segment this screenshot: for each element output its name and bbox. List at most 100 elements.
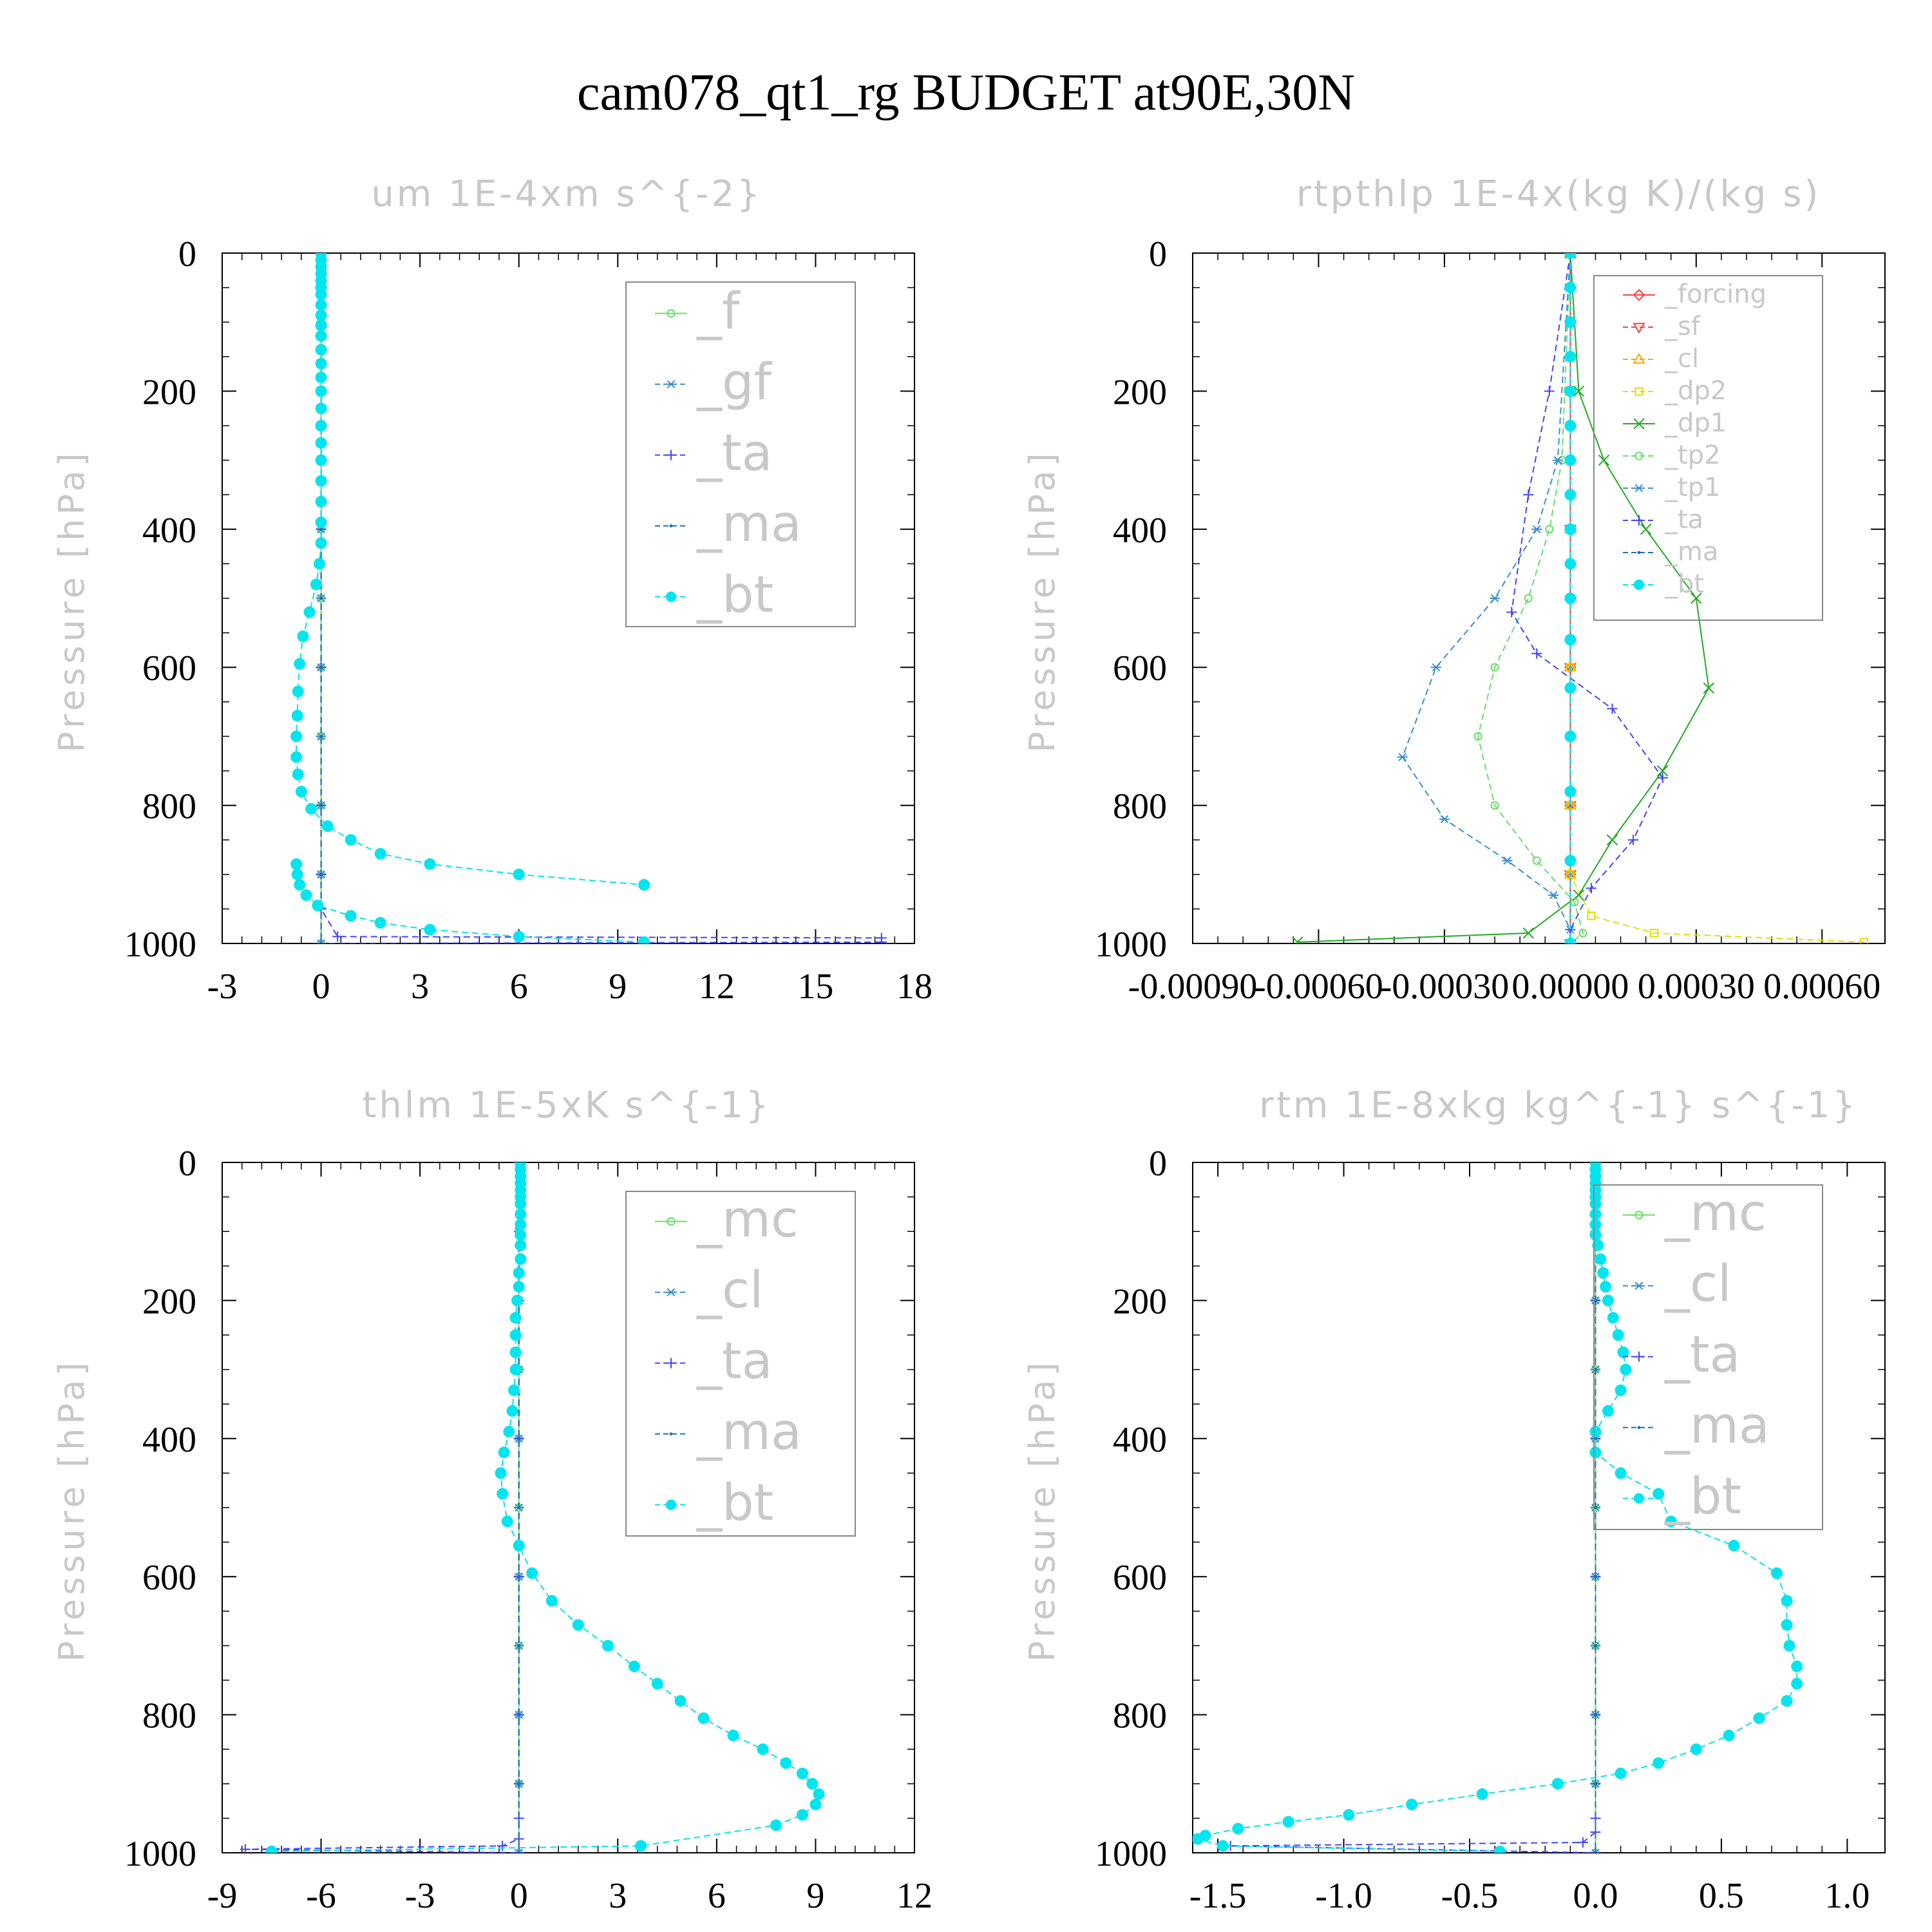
- data-point-bt: [511, 1294, 524, 1307]
- data-point-bt: [315, 309, 327, 321]
- data-point-bt: [1564, 634, 1577, 646]
- legend-marker: [1633, 1493, 1645, 1504]
- legend-marker: [1633, 579, 1645, 591]
- legend-marker: [665, 591, 677, 602]
- legend-marker: [667, 1217, 676, 1226]
- y-tick-label: 0: [178, 1144, 196, 1184]
- legend: _mc _cl _ta _ma _bt: [625, 1191, 856, 1537]
- legend-entry: _ta: [1664, 505, 1703, 535]
- legend: _mc _cl _ta _ma _bt: [1593, 1184, 1823, 1530]
- series-group: [240, 1162, 825, 1853]
- data-point-tp1: [1430, 663, 1441, 672]
- data-point-bt: [310, 578, 322, 591]
- data-point-bt: [572, 1619, 584, 1631]
- data-point-ma: [319, 735, 323, 738]
- legend-marker: [1633, 323, 1645, 334]
- data-point-dp1: [1703, 682, 1715, 694]
- legend-entry: _bt: [696, 566, 773, 624]
- series-line-extra: [296, 864, 645, 943]
- data-point-bt: [1589, 1218, 1602, 1231]
- legend-entry: _ta: [1664, 1326, 1740, 1384]
- data-point-bt: [509, 1363, 522, 1376]
- data-point-dp1: [1598, 454, 1610, 466]
- data-point-ma: [319, 596, 323, 600]
- x-tick-label: -3: [405, 1876, 435, 1916]
- legend-marker: [1634, 451, 1643, 460]
- figure-title: cam078_qt1_rg BUDGET at90E,30N: [577, 64, 1355, 121]
- legend-box: [625, 1191, 856, 1537]
- data-point-bt: [509, 1346, 522, 1358]
- data-point-bt: [1564, 350, 1577, 363]
- data-point-cl: [513, 1848, 524, 1853]
- legend-entry: _bt: [1664, 569, 1704, 599]
- data-point-dp1: [1522, 927, 1534, 939]
- data-point-bt: [545, 1595, 558, 1607]
- y-axis-label: Pressure [hPa]: [1022, 449, 1063, 752]
- x-tick-label: -1.5: [1189, 1876, 1247, 1916]
- data-point-bt: [1564, 523, 1577, 535]
- data-point-bt: [1620, 1363, 1632, 1376]
- data-point-bt: [1602, 1405, 1614, 1417]
- data-point-bt: [291, 710, 303, 722]
- data-point-bt: [1615, 1767, 1627, 1779]
- data-point-ma: [1594, 1782, 1597, 1786]
- data-point-ta: [332, 931, 343, 942]
- series-group: [1193, 1162, 1803, 1853]
- legend-marker: [1633, 418, 1645, 430]
- series-line-tp1: [1401, 253, 1571, 943]
- data-point-bt: [1589, 1426, 1602, 1438]
- data-point-extra: [291, 868, 303, 880]
- data-point-tp2: [1524, 594, 1533, 603]
- y-tick-label: 1000: [124, 925, 196, 965]
- legend-marker: [666, 450, 676, 460]
- data-point-bt: [1595, 1253, 1607, 1265]
- data-point-bt: [501, 1515, 513, 1528]
- data-point-bt: [628, 1660, 640, 1672]
- x-tick-label: 6: [510, 967, 528, 1007]
- plot-frame: [1192, 252, 1886, 944]
- data-point-bt: [1564, 558, 1577, 570]
- data-point-bt: [497, 1488, 509, 1500]
- data-point-bt: [315, 357, 327, 370]
- y-tick-label: 200: [142, 372, 196, 412]
- data-point-bt: [1665, 1515, 1677, 1528]
- data-point-bt: [1690, 1743, 1702, 1756]
- legend-entry: _ma: [1664, 537, 1718, 567]
- data-point-ta: [876, 936, 887, 943]
- y-axis-label: Pressure [hPa]: [52, 1358, 92, 1662]
- data-point-bt: [1564, 855, 1577, 867]
- data-point-bt: [506, 1405, 518, 1417]
- series-line-ta: [320, 253, 882, 943]
- legend-entry: _bt: [1664, 1468, 1741, 1526]
- data-point-bt: [1781, 1695, 1793, 1707]
- legend-marker: [1633, 353, 1645, 364]
- data-point-bt: [315, 537, 327, 549]
- legend-marker: [1634, 1282, 1644, 1290]
- y-tick-label: 600: [1113, 1558, 1167, 1598]
- legend-entry: _ma: [1664, 1397, 1770, 1455]
- x-tick-label: -0.00060: [1254, 967, 1383, 1007]
- legend-entry: _tp1: [1664, 473, 1721, 502]
- data-point-bt: [1612, 1329, 1624, 1341]
- data-point-extra: [374, 916, 386, 929]
- data-point-tp1: [1531, 525, 1542, 534]
- data-point-bt: [315, 371, 327, 383]
- data-point-ma: [517, 1851, 521, 1853]
- data-point-gf: [316, 939, 327, 943]
- data-point-bt: [315, 385, 327, 397]
- data-point-ma: [517, 1506, 521, 1510]
- data-point-bt: [1564, 786, 1577, 798]
- data-point-bt: [1564, 682, 1577, 694]
- data-point-ta: [1590, 1848, 1601, 1853]
- data-point-tp1: [1439, 815, 1450, 824]
- chart-panel-3: thlm 1E-5xK s^{-1} Pressure [hPa] -9 -6 -3 0 3…: [52, 1084, 933, 1916]
- data-point-bt: [292, 768, 304, 781]
- data-point-ma: [1594, 1644, 1597, 1647]
- legend-marker: [665, 1499, 677, 1510]
- y-tick-label: 0: [1149, 1144, 1167, 1184]
- legend-marker: [1637, 1426, 1641, 1430]
- legend-marker: [666, 1288, 676, 1296]
- data-point-bt: [1602, 1294, 1614, 1307]
- data-point-ma: [1594, 1506, 1597, 1510]
- data-point-bt: [1615, 1384, 1627, 1396]
